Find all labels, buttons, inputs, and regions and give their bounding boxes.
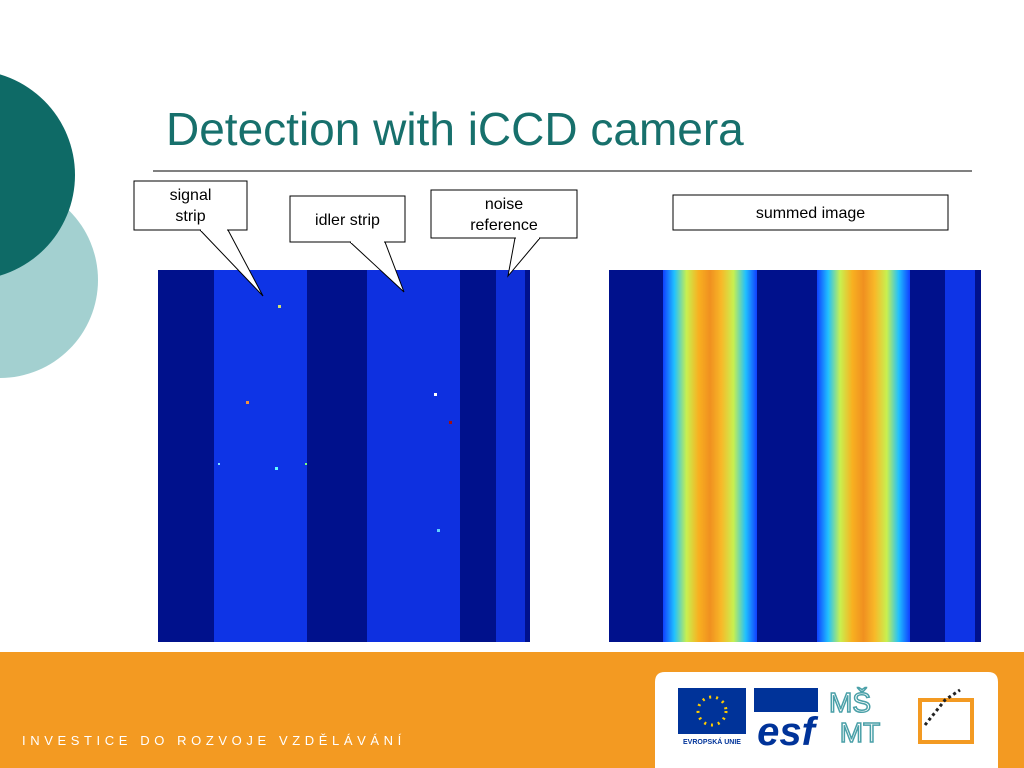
msmt-top: MŠ — [829, 687, 871, 718]
callout: noise reference — [430, 189, 578, 278]
esf-label: esf — [757, 710, 818, 754]
callout: idler strip — [289, 195, 406, 293]
eu-logo: EVROPSKÁ UNIE — [678, 688, 746, 746]
slide-title: Detection with iCCD camera — [166, 103, 744, 155]
callout-label: idler strip — [315, 212, 380, 229]
institution-logo — [918, 688, 974, 744]
msmt-bottom: MT — [840, 717, 880, 748]
summed-image — [609, 270, 981, 642]
msmt-logo: MŠ MT — [828, 686, 881, 749]
callout-label: summed image — [756, 205, 865, 222]
callout: signal strip — [133, 180, 264, 297]
callout-label: noise reference — [470, 196, 538, 234]
eu-label: EVROPSKÁ UNIE — [683, 737, 741, 746]
camera-image — [158, 270, 530, 642]
esf-logo: esf — [754, 688, 819, 754]
footer-text: INVESTICE DO ROZVOJE VZDĚLÁVÁNÍ — [22, 733, 406, 748]
callout: summed image — [672, 194, 949, 231]
deco-circle-dark — [0, 74, 75, 276]
callout-label: signal strip — [170, 187, 212, 225]
